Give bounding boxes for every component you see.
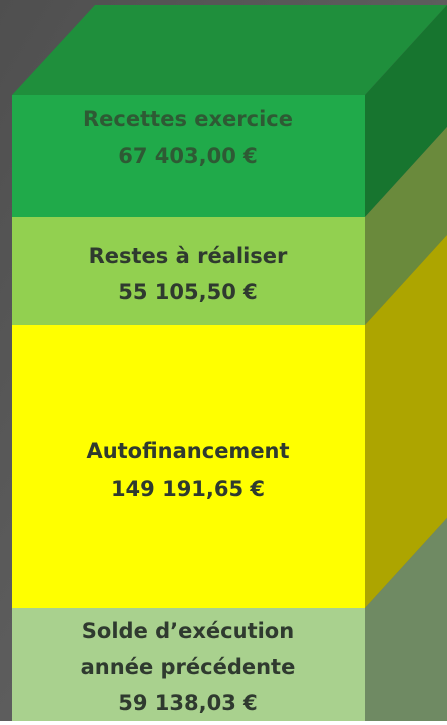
top-face: [12, 5, 447, 95]
block-label: Restes à réaliser: [89, 244, 288, 268]
front-face: [12, 95, 365, 217]
side-face: [365, 5, 447, 217]
side-face: [365, 235, 447, 608]
block-label: Autofinancement: [86, 439, 289, 463]
block-amount: 67 403,00 €: [118, 144, 258, 168]
block-label: Recettes exercice: [83, 107, 293, 131]
front-face: [12, 608, 365, 721]
side-face: [365, 127, 447, 325]
side-face: [365, 518, 447, 721]
block-amount: 59 138,03 €: [118, 691, 258, 715]
block-amount: 149 191,65 €: [111, 477, 265, 501]
block-label: année précédente: [81, 655, 296, 679]
front-face: [12, 217, 365, 325]
front-face: [12, 325, 365, 608]
block-label: Solde d’exécution: [82, 619, 294, 643]
block-amount: 55 105,50 €: [118, 280, 258, 304]
